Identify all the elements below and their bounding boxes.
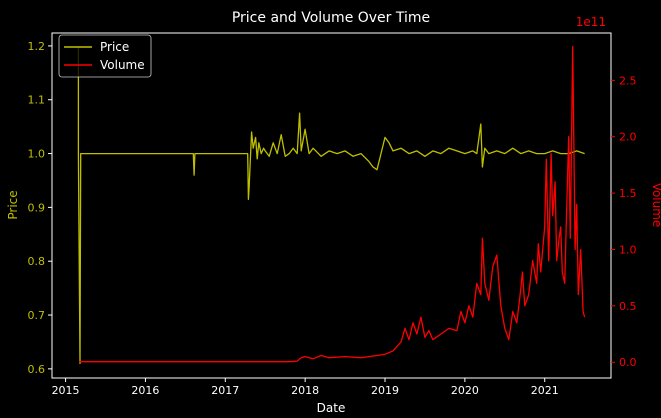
legend-volume-label: Volume	[100, 58, 145, 72]
y-right-tick-label: 2.0	[619, 131, 637, 144]
y-right-tick-label: 0.5	[619, 300, 637, 313]
y-left-tick-label: 1.2	[28, 40, 46, 53]
y-left-tick-label: 0.8	[28, 255, 46, 268]
y-left-tick-label: 0.6	[28, 363, 46, 376]
x-tick-label: 2019	[371, 384, 399, 397]
x-tick-label: 2020	[451, 384, 479, 397]
y-left-tick-label: 1.0	[28, 148, 46, 161]
x-tick-label: 2021	[531, 384, 559, 397]
legend: Price Volume	[58, 34, 152, 78]
x-axis-label: Date	[317, 401, 346, 415]
plot-frame	[51, 32, 612, 379]
x-tick-label: 2017	[211, 384, 239, 397]
series-layer	[77, 45, 586, 365]
x-tick-label: 2016	[131, 384, 159, 397]
y-right-tick-label: 1.5	[619, 187, 637, 200]
x-tick-label: 2015	[52, 384, 80, 397]
y-axis-right-offset-label: 1e11	[576, 15, 606, 29]
y-left-tick-label: 1.1	[28, 94, 46, 107]
y-left-tick-label: 0.7	[28, 309, 46, 322]
chart-title: Price and Volume Over Time	[232, 10, 430, 26]
y-left-tick-label: 0.9	[28, 201, 46, 214]
y-axis-left-label: Price	[6, 190, 20, 219]
series-line-volume	[79, 45, 586, 363]
y-right-tick-label: 1.0	[619, 243, 637, 256]
y-right-tick-label: 2.5	[619, 74, 637, 87]
y-axis-left: 0.6 0.7 0.8 0.9 1.0 1.1 1.2	[28, 40, 52, 376]
y-right-tick-label: 0.0	[619, 356, 637, 369]
x-axis: 2015 2016 2017 2018 2019 2020 2021	[52, 378, 559, 397]
y-axis-right-label: Volume	[650, 183, 661, 228]
x-tick-label: 2018	[291, 384, 319, 397]
series-line-price	[77, 45, 585, 365]
y-axis-right: 0.0 0.5 1.0 1.5 2.0 2.5	[611, 74, 637, 369]
legend-price-label: Price	[100, 40, 129, 54]
legend-box	[58, 34, 152, 78]
